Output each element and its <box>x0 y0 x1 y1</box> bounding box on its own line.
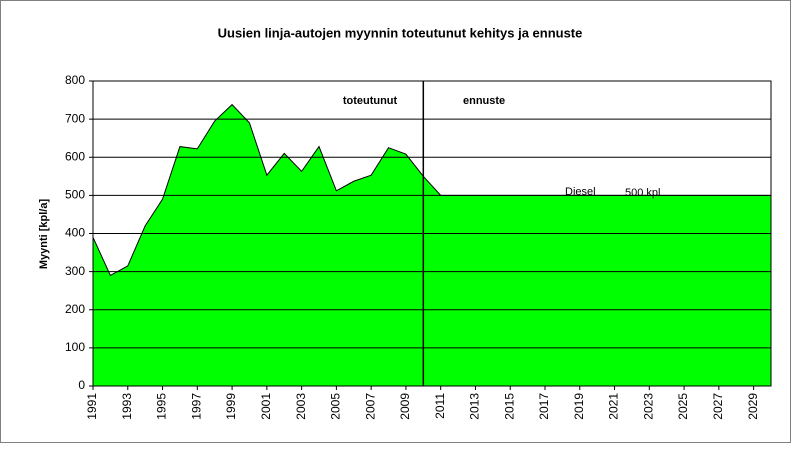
x-tick-label: 2021 <box>607 393 621 420</box>
x-tick-label: 2009 <box>398 393 412 420</box>
x-tick-label: 2025 <box>676 393 690 420</box>
x-tick-label: 2015 <box>502 393 516 420</box>
x-tick-label: 2027 <box>711 393 725 420</box>
y-tick-label: 700 <box>65 111 85 125</box>
x-tick-label: 2001 <box>259 393 273 420</box>
y-tick-label: 300 <box>65 264 85 278</box>
x-tick-label: 2023 <box>641 393 655 420</box>
x-tick-label: 2005 <box>329 393 343 420</box>
y-tick-label: 0 <box>78 378 85 392</box>
y-tick-label: 800 <box>65 73 85 87</box>
y-tick-label: 600 <box>65 149 85 163</box>
x-tick-label: 2011 <box>433 393 447 419</box>
annotation: 500 kpl <box>625 187 660 199</box>
x-tick-label: 1993 <box>120 393 134 420</box>
y-axis-label: Myynti [kpl/a] <box>38 199 50 270</box>
chart-title: Uusien linja-autojen myynnin toteutunut … <box>218 25 583 40</box>
x-tick-label: 2019 <box>572 393 586 420</box>
x-tick-label: 1995 <box>155 393 169 420</box>
x-tick-label: 2007 <box>363 393 377 420</box>
x-tick-label: 2029 <box>746 393 760 420</box>
x-tick-label: 1991 <box>85 393 99 420</box>
annotation: toteutunut <box>343 95 398 107</box>
x-tick-label: 1997 <box>189 393 203 420</box>
y-tick-label: 400 <box>65 226 85 240</box>
plot-border <box>92 80 772 387</box>
annotation: Diesel <box>565 186 596 198</box>
y-tick-label: 200 <box>65 302 85 316</box>
annotation: ennuste <box>463 95 505 107</box>
y-tick-label: 100 <box>65 340 85 354</box>
x-tick-label: 1999 <box>224 393 238 420</box>
x-tick-label: 2013 <box>468 393 482 420</box>
x-tick-label: 2017 <box>537 393 551 420</box>
x-tick-label: 2003 <box>294 393 308 420</box>
y-tick-label: 500 <box>65 188 85 202</box>
